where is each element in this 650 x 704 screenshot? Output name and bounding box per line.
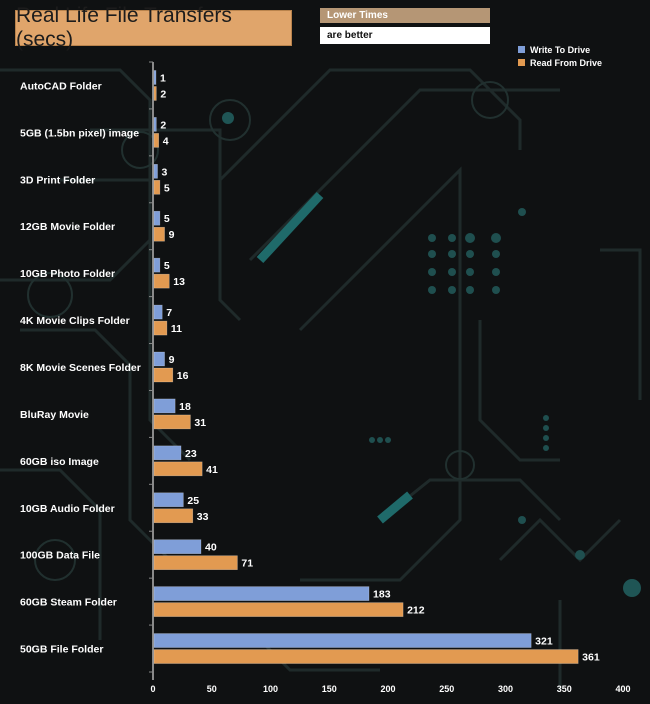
data-label-write: 25 xyxy=(187,495,199,507)
x-tick-label: 200 xyxy=(380,684,395,694)
data-label-write: 7 xyxy=(166,307,172,319)
x-tick-label: 100 xyxy=(263,684,278,694)
x-tick-label: 150 xyxy=(322,684,337,694)
data-label-read: 13 xyxy=(173,276,185,288)
data-label-read: 33 xyxy=(197,511,209,523)
legend-swatch-write xyxy=(518,46,525,53)
category-label: 10GB Photo Folder xyxy=(20,268,115,280)
data-label-read: 31 xyxy=(194,417,206,429)
data-label-read: 5 xyxy=(164,182,170,194)
data-label-read: 16 xyxy=(177,370,189,382)
bar-read xyxy=(153,133,159,148)
bar-write xyxy=(153,257,161,273)
data-label-write: 5 xyxy=(164,260,170,272)
data-label-read: 212 xyxy=(407,605,425,617)
data-label-write: 9 xyxy=(169,354,175,366)
note-lower-times: Lower Times xyxy=(320,8,490,23)
chart-title: Real Life File Transfers (secs) xyxy=(15,4,292,51)
data-label-write: 2 xyxy=(160,119,166,131)
data-label-read: 2 xyxy=(160,88,166,100)
data-label-write: 18 xyxy=(179,401,191,413)
x-tick-label: 400 xyxy=(615,684,630,694)
category-label: 12GB Movie Folder xyxy=(20,221,115,233)
data-label-read: 11 xyxy=(171,323,182,335)
bar-read xyxy=(153,555,238,570)
bar-write xyxy=(153,398,176,414)
data-label-write: 321 xyxy=(535,636,553,648)
category-label: BluRay Movie xyxy=(20,409,89,421)
bar-read xyxy=(153,508,194,524)
bar-read xyxy=(153,320,168,336)
data-label-read: 41 xyxy=(206,464,218,476)
legend-item-write: Write To Drive xyxy=(518,43,602,56)
bar-read xyxy=(153,602,404,617)
bar-write xyxy=(153,539,202,554)
bar-read xyxy=(153,226,165,242)
bar-read xyxy=(153,86,157,101)
category-label: 100GB Data File xyxy=(20,550,100,562)
bar-read xyxy=(153,273,170,289)
bar-write xyxy=(153,445,182,461)
category-label: 10GB Audio Folder xyxy=(20,503,115,515)
bar-write xyxy=(153,164,158,179)
data-label-read: 9 xyxy=(169,229,175,241)
category-label: 8K Movie Scenes Folder xyxy=(20,362,141,374)
bar-write xyxy=(153,633,532,648)
x-tick-label: 0 xyxy=(150,684,155,694)
data-label-write: 40 xyxy=(205,542,217,554)
data-label-read: 361 xyxy=(582,652,600,664)
x-tick-label: 300 xyxy=(498,684,513,694)
data-label-write: 23 xyxy=(185,448,197,460)
x-tick-label: 50 xyxy=(207,684,217,694)
category-label: 4K Movie Clips Folder xyxy=(20,315,130,327)
bar-read xyxy=(153,649,579,664)
bar-write xyxy=(153,351,165,367)
data-label-read: 4 xyxy=(163,135,169,147)
data-label-write: 5 xyxy=(164,213,170,225)
category-label: 50GB File Folder xyxy=(20,644,103,656)
note-are-better: are better xyxy=(320,27,490,44)
legend-item-read: Read From Drive xyxy=(518,56,602,69)
legend-swatch-read xyxy=(518,59,525,66)
data-label-write: 183 xyxy=(373,589,391,601)
bar-write xyxy=(153,70,157,85)
x-tick-label: 250 xyxy=(439,684,454,694)
x-tick-label: 350 xyxy=(557,684,572,694)
legend-label-read: Read From Drive xyxy=(530,57,603,68)
data-label-write: 3 xyxy=(162,166,168,178)
bar-write xyxy=(153,304,163,320)
bar-read xyxy=(153,461,203,477)
bar-write xyxy=(153,492,184,508)
category-label: 60GB Steam Folder xyxy=(20,597,117,609)
category-label: 60GB iso Image xyxy=(20,456,99,468)
bar-write xyxy=(153,117,157,132)
category-label: AutoCAD Folder xyxy=(20,80,102,92)
bar-read xyxy=(153,367,174,383)
data-label-read: 71 xyxy=(241,558,253,570)
category-label: 5GB (1.5bn pixel) image xyxy=(20,127,139,139)
legend-label-write: Write To Drive xyxy=(530,44,591,55)
bar-write xyxy=(153,586,370,601)
legend: Write To Drive Read From Drive xyxy=(518,43,602,69)
bar-read xyxy=(153,414,191,430)
category-label: 3D Print Folder xyxy=(20,174,95,186)
data-label-write: 1 xyxy=(160,72,166,84)
bar-write xyxy=(153,210,161,226)
bar-read xyxy=(153,180,161,195)
